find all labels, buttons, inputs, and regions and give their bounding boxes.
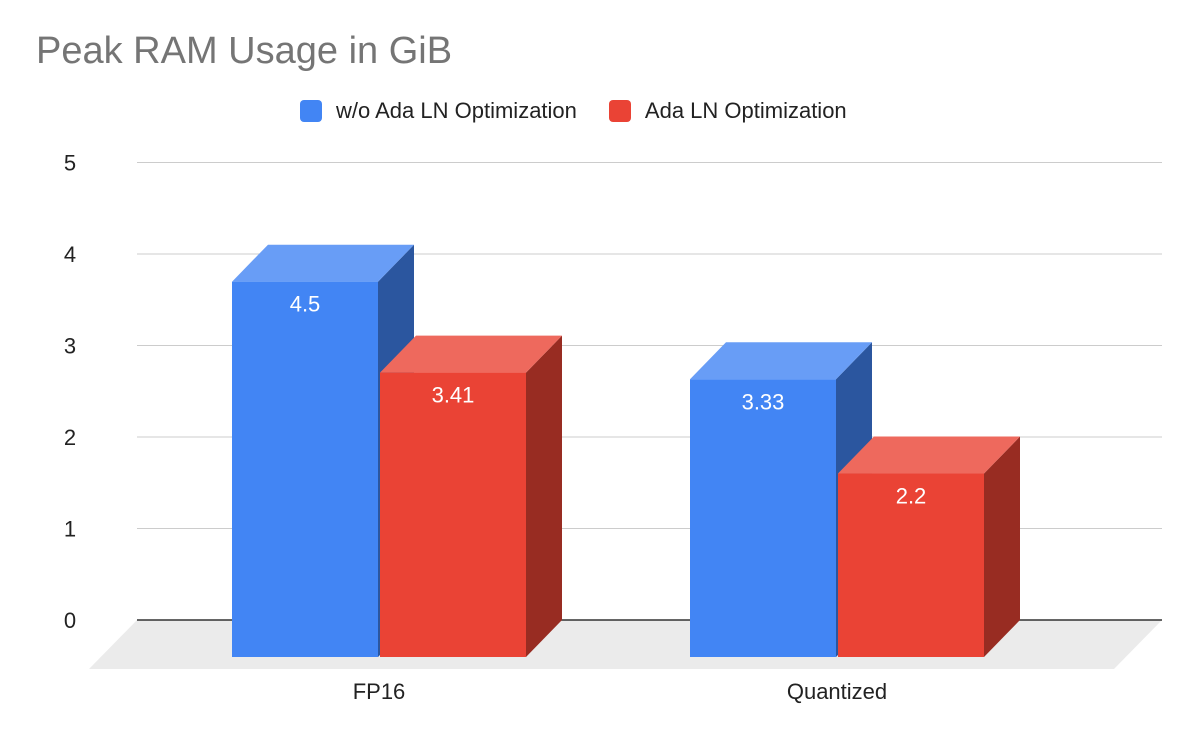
- y-tick-label-2: 2: [64, 425, 76, 450]
- data-label: 3.33: [742, 389, 785, 414]
- chart-title: Peak RAM Usage in GiB: [36, 30, 453, 72]
- bar-side-face: [526, 335, 562, 657]
- data-label: 2.2: [896, 484, 927, 509]
- legend-item-series-2: Ada LN Optimization: [608, 98, 847, 124]
- bar-front-face: [690, 379, 836, 657]
- bar-front-face: [232, 281, 378, 657]
- legend-label-series-1: w/o Ada LN Optimization: [336, 98, 577, 123]
- bar-top-face: [232, 244, 414, 282]
- bar-side-face: [984, 436, 1020, 657]
- x-category-label-quantized: Quantized: [787, 679, 887, 704]
- bar-fp16-series-2: 3.41: [380, 335, 562, 657]
- bar-front-face: [380, 372, 526, 657]
- y-tick-label-1: 1: [64, 517, 76, 542]
- data-label: 3.41: [432, 383, 475, 408]
- y-tick-label-3: 3: [64, 334, 76, 359]
- bar-top-face: [838, 436, 1020, 474]
- legend-label-series-2: Ada LN Optimization: [644, 98, 847, 123]
- legend: w/o Ada LN Optimization Ada LN Optimizat…: [300, 98, 847, 124]
- y-tick-label-0: 0: [64, 608, 76, 633]
- y-tick-label-4: 4: [64, 242, 76, 267]
- data-label: 4.5: [290, 292, 321, 317]
- y-tick-label-5: 5: [64, 151, 76, 176]
- bar-top-face: [690, 342, 872, 380]
- x-category-label-fp16: FP16: [353, 679, 406, 704]
- bar-top-face: [380, 335, 562, 373]
- bar-front-face: [838, 473, 984, 657]
- legend-item-series-1: w/o Ada LN Optimization: [300, 98, 577, 124]
- legend-swatch-series-2: [608, 100, 631, 122]
- bar-quantized-series-2: 2.2: [838, 436, 1020, 657]
- legend-swatch-series-1: [300, 100, 322, 122]
